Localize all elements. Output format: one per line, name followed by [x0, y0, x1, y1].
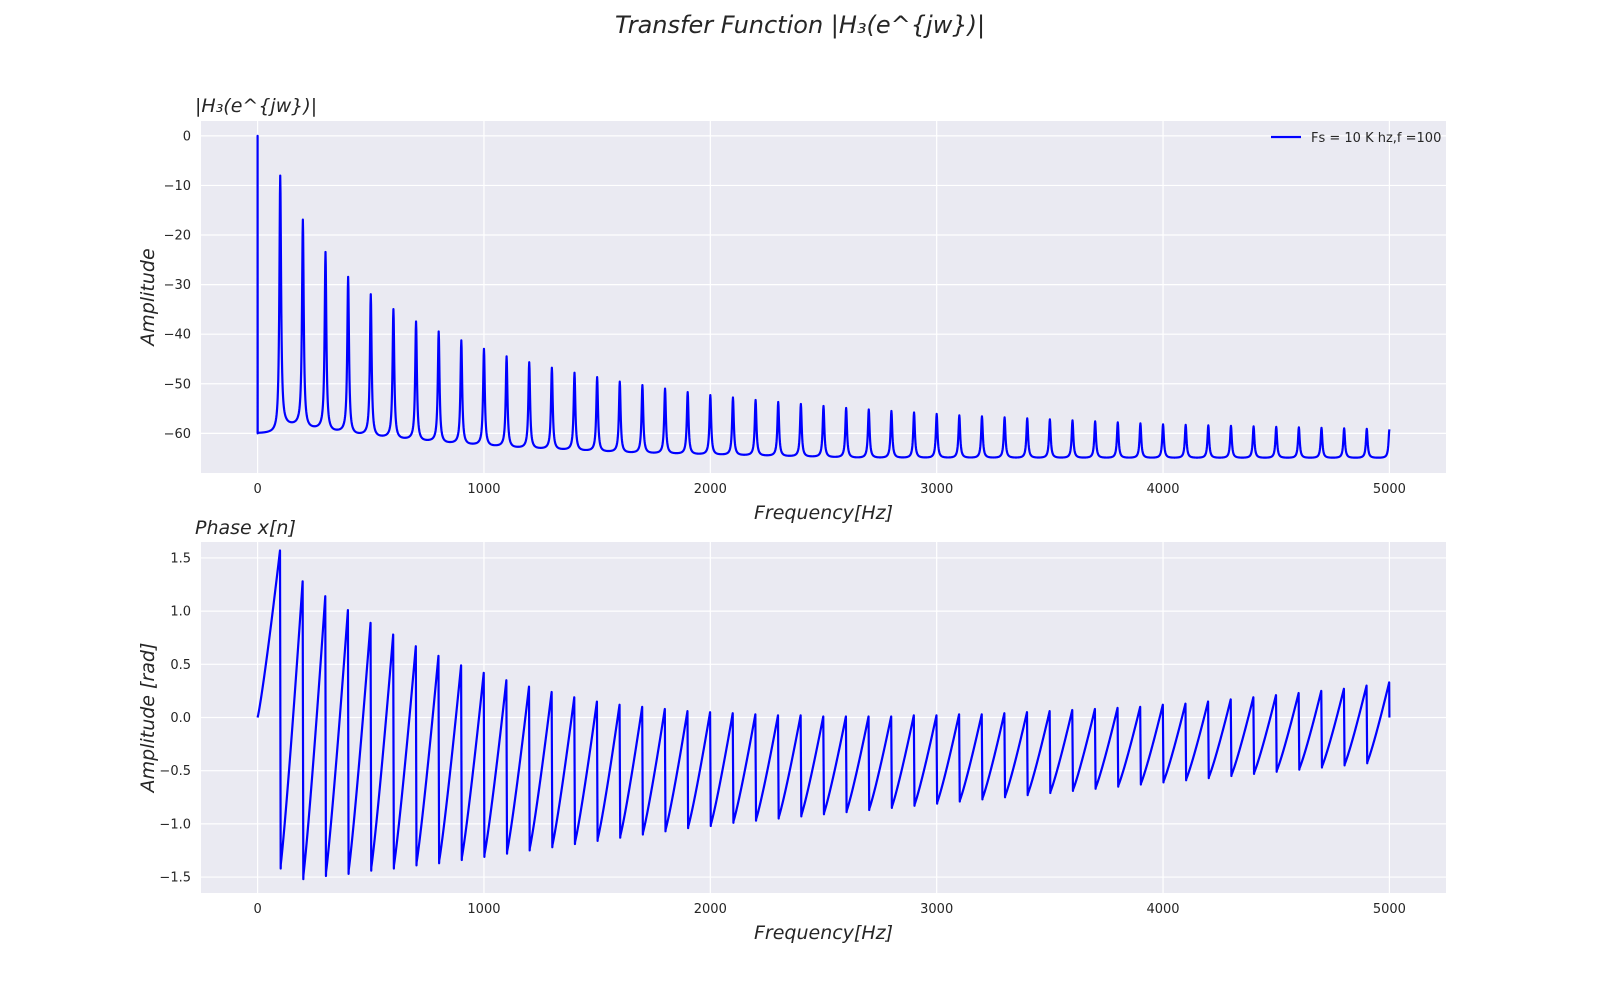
x-tick-label: 2000	[694, 902, 727, 917]
y-tick-label: −1.0	[159, 817, 191, 832]
x-tick-label: 3000	[920, 482, 953, 497]
legend-label: Fs = 10 K hz,f =100	[1311, 131, 1441, 146]
y-tick-label: −40	[164, 328, 191, 343]
y-tick-label: 0	[183, 129, 191, 144]
y-tick-label: −30	[164, 278, 191, 293]
y-axis-label: Amplitude [rad]	[137, 643, 159, 795]
y-tick-label: −60	[164, 427, 191, 442]
x-axis-label: Frequency[Hz]	[754, 502, 893, 524]
x-tick-label: 1000	[467, 902, 500, 917]
x-tick-label: 4000	[1146, 482, 1179, 497]
series-line-0	[256, 134, 1391, 459]
y-tick-label: 1.0	[170, 605, 191, 620]
figure-title: Transfer Function |H₃(e^{jw})|	[615, 11, 985, 39]
x-tick-label: 0	[253, 482, 261, 497]
x-tick-label: 1000	[467, 482, 500, 497]
panel-title: |H₃(e^{jw})|	[195, 95, 317, 117]
y-tick-label: −50	[164, 377, 191, 392]
x-tick-label: 5000	[1373, 482, 1406, 497]
x-tick-label: 3000	[920, 902, 953, 917]
phase-chart: 0 1000 2000 3000 4000 5000 1.5 1.0 0.5 0.0 −0.5 −1.…	[137, 517, 1446, 944]
x-tick-label: 0	[253, 902, 261, 917]
y-tick-label: −1.5	[159, 871, 191, 886]
x-tick-label: 2000	[694, 482, 727, 497]
y-tick-label: −10	[164, 179, 191, 194]
x-tick-label: 4000	[1146, 902, 1179, 917]
y-tick-label: 0.5	[170, 658, 191, 673]
y-tick-label: 0.0	[170, 711, 191, 726]
y-axis-label: Amplitude	[137, 248, 159, 347]
series-line-0	[256, 549, 1391, 881]
x-tick-label: 5000	[1373, 902, 1406, 917]
panel-title: Phase x[n]	[195, 517, 296, 539]
x-axis-label: Frequency[Hz]	[754, 922, 893, 944]
y-tick-label: −20	[164, 229, 191, 244]
y-tick-label: −0.5	[159, 764, 191, 779]
y-tick-label: 1.5	[170, 551, 191, 566]
magnitude-chart: 0 1000 2000 3000 4000 5000 0 −10 −20 −30 −40 −50 −60…	[137, 95, 1446, 524]
